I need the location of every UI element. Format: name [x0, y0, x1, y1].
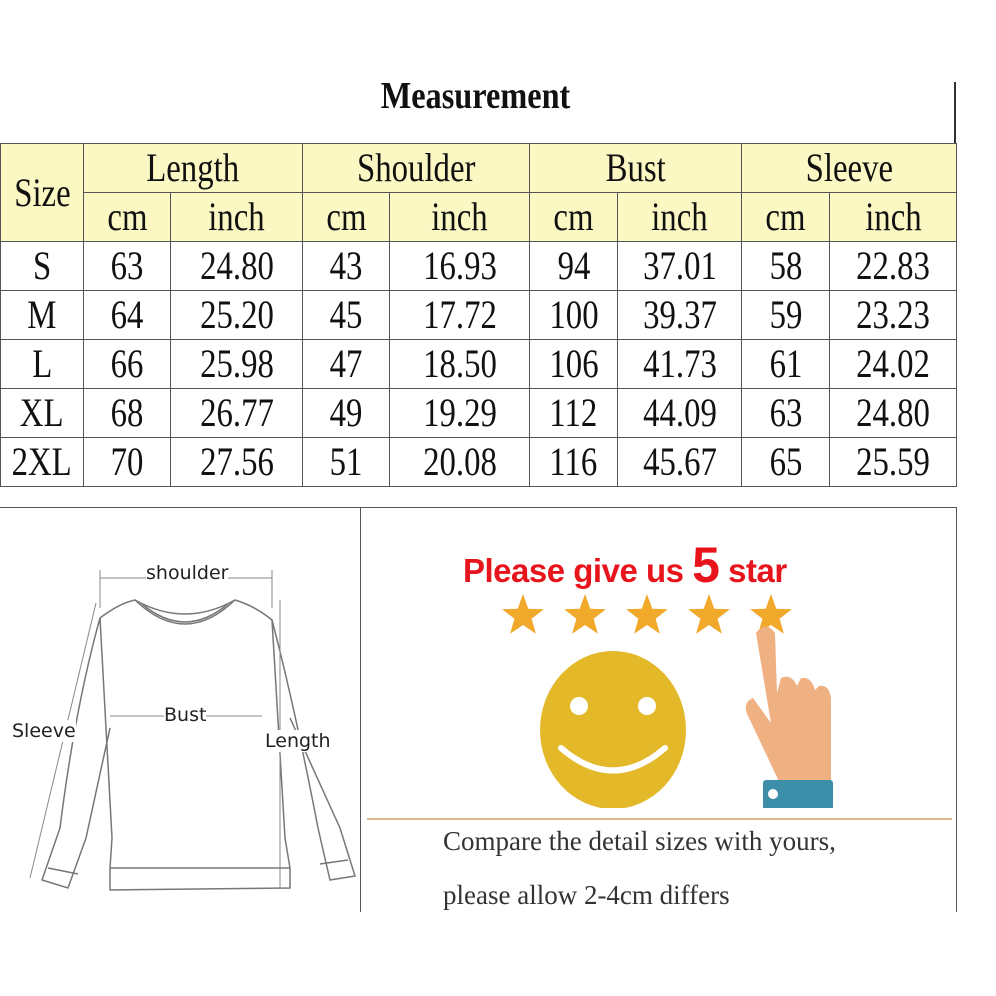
value-cell: 63 [741, 388, 831, 438]
divider [367, 818, 952, 820]
smiley-face-icon [540, 651, 686, 808]
divider [954, 82, 956, 144]
unit-header: inch [389, 192, 530, 242]
size-cell: M [0, 290, 84, 340]
value-cell: 16.93 [389, 241, 530, 291]
star-icon [750, 594, 792, 634]
note-line-2: please allow 2-4cm differs [443, 880, 730, 910]
unit-header: cm [302, 192, 390, 242]
value-cell: 25.98 [170, 339, 303, 389]
value-cell: 64 [83, 290, 171, 340]
value-cell: 45 [302, 290, 390, 340]
table-row: M 64 25.20 45 17.72 100 39.37 59 23.23 [0, 290, 958, 340]
table-row: L 66 25.98 47 18.50 106 41.73 61 24.02 [0, 339, 958, 389]
size-cell: S [0, 241, 84, 291]
unit-header: inch [829, 192, 958, 242]
value-cell: 20.08 [389, 437, 530, 487]
value-cell: 47 [302, 339, 390, 389]
star-icon [626, 594, 668, 634]
value-cell: 23.23 [829, 290, 958, 340]
value-cell: 70 [83, 437, 171, 487]
value-cell: 26.77 [170, 388, 303, 438]
value-cell: 106 [529, 339, 618, 389]
label-length: Length [265, 730, 331, 752]
value-cell: 24.80 [170, 241, 303, 291]
group-header: Sleeve [741, 143, 958, 193]
value-cell: 94 [529, 241, 618, 291]
size-table: Size Length Shoulder Bust Sleeve cm inch c… [0, 143, 958, 487]
value-cell: 27.56 [170, 437, 303, 487]
chart-title: Measurement [381, 75, 571, 117]
value-cell: 100 [529, 290, 618, 340]
value-cell: 66 [83, 339, 171, 389]
value-cell: 112 [529, 388, 618, 438]
note-line-1: Compare the detail sizes with yours, [443, 826, 836, 856]
group-header: Length [83, 143, 303, 193]
size-cell: XL [0, 388, 84, 438]
value-cell: 41.73 [616, 339, 743, 389]
value-cell: 63 [83, 241, 171, 291]
value-cell: 58 [741, 241, 831, 291]
garment-diagram-panel: shoulder Bust Sleeve Length [0, 507, 361, 912]
unit-header: inch [616, 192, 743, 242]
value-cell: 17.72 [389, 290, 530, 340]
group-header: Bust [528, 143, 743, 193]
value-cell: 49 [302, 388, 390, 438]
value-cell: 65 [741, 437, 831, 487]
value-cell: 59 [741, 290, 831, 340]
value-cell: 116 [529, 437, 618, 487]
value-cell: 68 [83, 388, 171, 438]
label-sleeve: Sleeve [12, 720, 76, 742]
value-cell: 51 [302, 437, 390, 487]
size-cell: 2XL [0, 437, 84, 487]
value-cell: 39.37 [616, 290, 743, 340]
value-cell: 37.01 [616, 241, 743, 291]
value-cell: 45.67 [616, 437, 743, 487]
value-cell: 43 [302, 241, 390, 291]
unit-header-row: cm inch cm inch cm inch cm inch [1, 192, 958, 242]
rating-illustration [502, 594, 833, 808]
size-header: Size [0, 143, 84, 242]
unit-header: cm [741, 192, 831, 242]
value-cell: 25.59 [829, 437, 958, 487]
unit-header: inch [170, 192, 303, 242]
unit-header: cm [529, 192, 618, 242]
value-cell: 61 [741, 339, 831, 389]
pointing-hand-icon [745, 626, 833, 808]
star-icon [688, 594, 730, 634]
label-bust: Bust [164, 704, 207, 726]
rating-panel: Please give us 5 star Compare the detail… [360, 507, 957, 912]
value-cell: 25.20 [170, 290, 303, 340]
rating-request-text: Please give us 5 star [463, 537, 787, 593]
label-shoulder: shoulder [146, 562, 229, 584]
group-header: Shoulder [302, 143, 530, 193]
value-cell: 44.09 [616, 388, 743, 438]
table-row: S 63 24.80 43 16.93 94 37.01 58 22.83 [0, 241, 958, 291]
value-cell: 22.83 [829, 241, 958, 291]
table-row: 2XL 70 27.56 51 20.08 116 45.67 65 25.59 [0, 437, 958, 487]
group-header-row: Size Length Shoulder Bust Sleeve [0, 143, 958, 242]
unit-header: cm [83, 192, 171, 242]
value-cell: 18.50 [389, 339, 530, 389]
value-cell: 24.02 [829, 339, 958, 389]
star-icon [564, 594, 606, 634]
size-cell: L [0, 339, 84, 389]
table-row: XL 68 26.77 49 19.29 112 44.09 63 24.80 [0, 388, 958, 438]
value-cell: 24.80 [829, 388, 958, 438]
star-icon [502, 594, 544, 634]
value-cell: 19.29 [389, 388, 530, 438]
